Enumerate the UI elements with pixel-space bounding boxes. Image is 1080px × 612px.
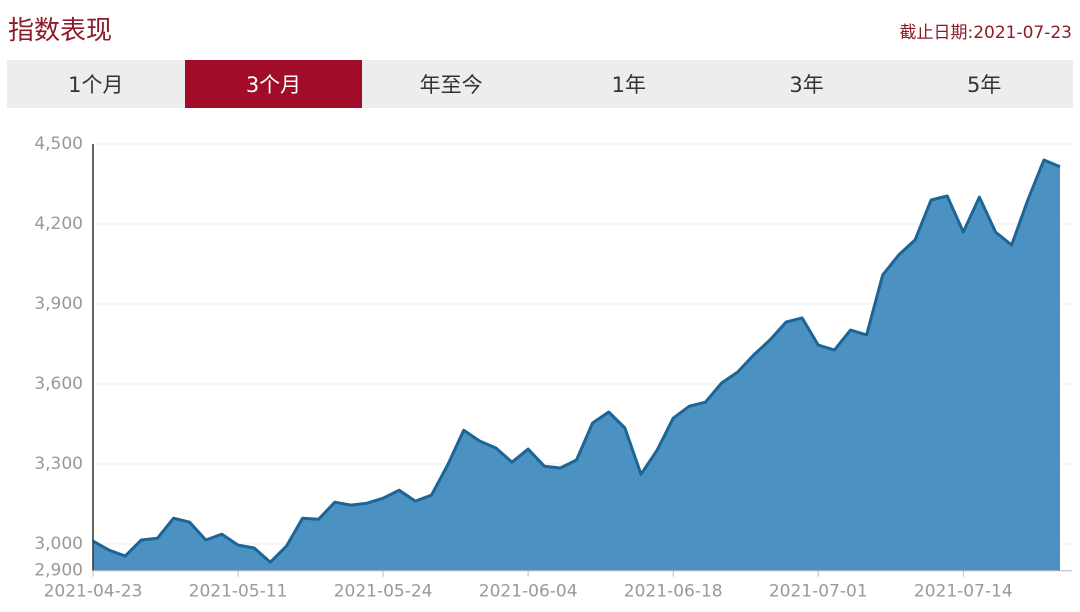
period-tabs: 1个月 3个月 年至今 1年 3年 5年	[7, 60, 1073, 108]
period-tab[interactable]: 5年	[967, 73, 1002, 97]
page-title: 指数表现	[8, 16, 113, 46]
x-tick-label: 2021-06-04	[479, 582, 578, 602]
y-tick-label: 3,300	[34, 454, 83, 474]
period-tab[interactable]: 3年	[789, 73, 824, 97]
y-tick-label: 2,900	[34, 561, 83, 581]
period-tab[interactable]: 1个月	[68, 73, 124, 97]
x-tick-label: 2021-07-01	[769, 582, 868, 602]
period-tab[interactable]: 1年	[611, 73, 647, 97]
y-tick-label: 3,000	[34, 534, 83, 554]
y-tick-label: 3,600	[34, 374, 83, 394]
period-tab[interactable]: 3个月	[184, 60, 363, 108]
x-tick-label: 2021-04-23	[44, 582, 143, 602]
period-tab[interactable]: 年至今	[419, 73, 483, 97]
y-tick-label: 4,500	[34, 134, 83, 154]
x-tick-label: 2021-05-24	[334, 582, 433, 602]
as-of-date: 截止日期:2021-07-23	[899, 23, 1072, 43]
x-tick-label: 2021-05-11	[189, 582, 288, 602]
area	[93, 160, 1060, 571]
x-tick-label: 2021-07-14	[914, 582, 1013, 602]
y-tick-label: 3,900	[34, 294, 83, 314]
line	[92, 158, 1061, 564]
x-tick-label: 2021-06-18	[624, 582, 723, 602]
y-tick-label: 4,200	[34, 214, 83, 234]
